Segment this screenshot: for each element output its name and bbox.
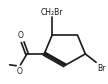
Text: Br: Br	[97, 64, 106, 73]
Text: O: O	[18, 32, 23, 40]
Text: O: O	[17, 67, 22, 76]
Text: CH₂Br: CH₂Br	[41, 8, 63, 17]
